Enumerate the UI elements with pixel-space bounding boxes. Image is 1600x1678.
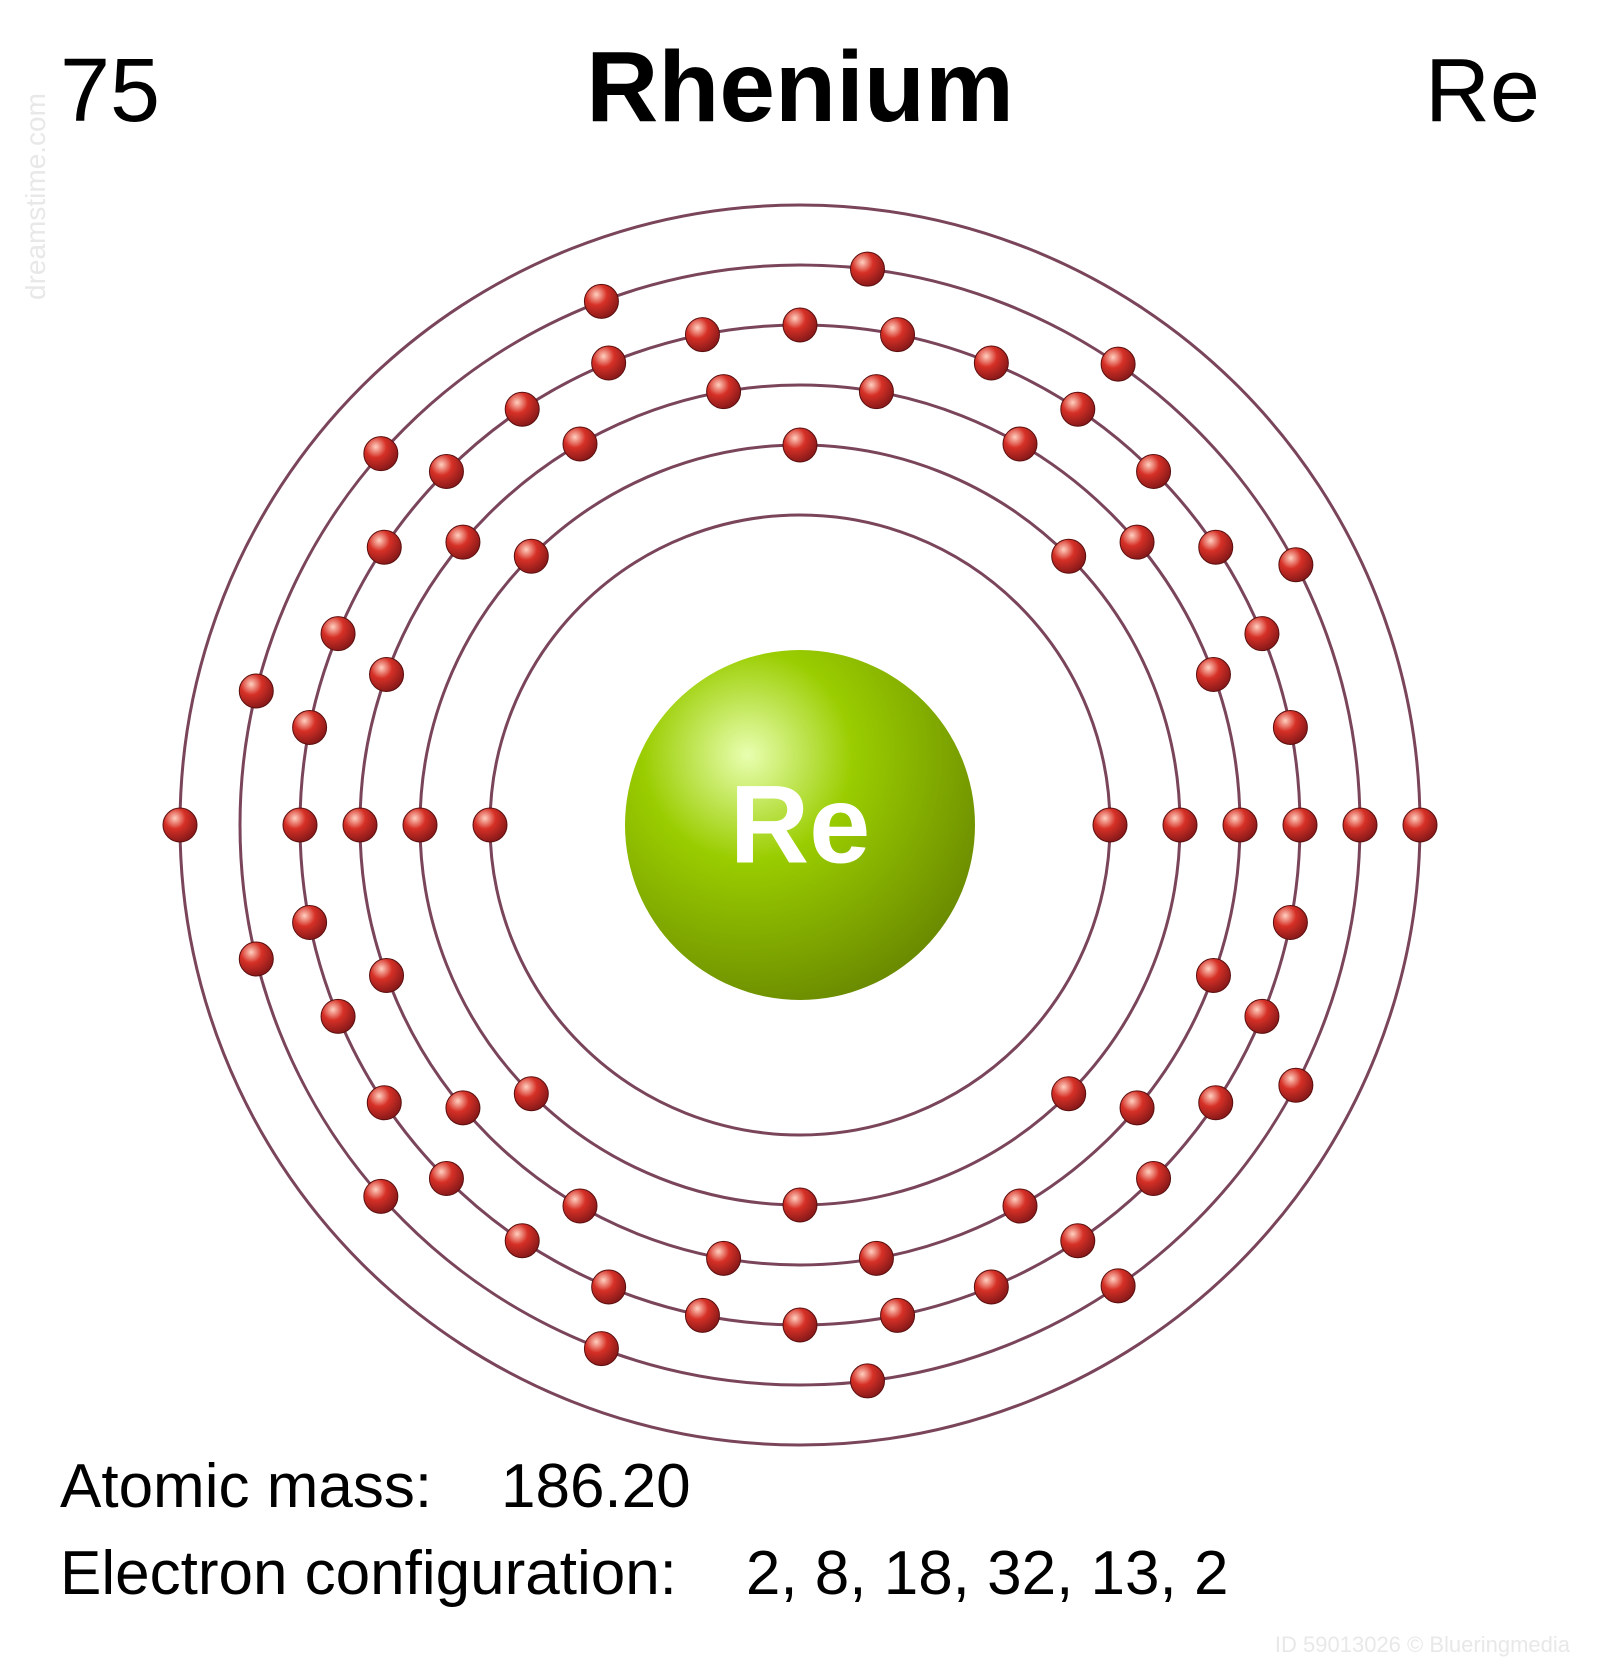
electron bbox=[1052, 539, 1086, 573]
electron bbox=[293, 710, 327, 744]
electron bbox=[1283, 808, 1317, 842]
electron bbox=[514, 1077, 548, 1111]
electron bbox=[1196, 658, 1230, 692]
electron bbox=[592, 346, 626, 380]
electron bbox=[1003, 427, 1037, 461]
electron bbox=[514, 539, 548, 573]
electron bbox=[370, 958, 404, 992]
electron bbox=[881, 318, 915, 352]
electron bbox=[859, 375, 893, 409]
electron bbox=[1273, 710, 1307, 744]
electron bbox=[783, 428, 817, 462]
electron bbox=[1279, 1068, 1313, 1102]
electron bbox=[429, 1162, 463, 1196]
electron bbox=[1101, 347, 1135, 381]
electron bbox=[163, 808, 197, 842]
electron bbox=[1101, 1269, 1135, 1303]
electron-config-row: Electron configuration: 2, 8, 18, 32, 13… bbox=[60, 1531, 1228, 1618]
nucleus: Re bbox=[625, 650, 975, 1000]
electron bbox=[367, 1086, 401, 1120]
electron bbox=[685, 1298, 719, 1332]
header: 75 Rhenium Re bbox=[0, 30, 1600, 150]
electron bbox=[283, 808, 317, 842]
electron bbox=[592, 1270, 626, 1304]
electron bbox=[707, 375, 741, 409]
electron bbox=[239, 674, 273, 708]
electron bbox=[473, 808, 507, 842]
watermark-id: ID 59013026 © Blueringmedia bbox=[1275, 1632, 1570, 1658]
electron bbox=[584, 1332, 618, 1366]
electron bbox=[1093, 808, 1127, 842]
electron bbox=[364, 1179, 398, 1213]
electron bbox=[783, 308, 817, 342]
electron bbox=[321, 999, 355, 1033]
atomic-mass-value: 186.20 bbox=[501, 1452, 691, 1521]
electron bbox=[707, 1241, 741, 1275]
electron bbox=[1061, 392, 1095, 426]
electron-config-value: 2, 8, 18, 32, 13, 2 bbox=[746, 1539, 1229, 1608]
electron bbox=[370, 658, 404, 692]
electron bbox=[1245, 617, 1279, 651]
electron bbox=[1245, 999, 1279, 1033]
electron bbox=[321, 617, 355, 651]
electron bbox=[881, 1298, 915, 1332]
electron bbox=[1137, 454, 1171, 488]
electron bbox=[584, 284, 618, 318]
atomic-mass-label: Atomic mass: bbox=[60, 1452, 432, 1521]
electron bbox=[783, 1308, 817, 1342]
electron bbox=[1199, 1086, 1233, 1120]
electron bbox=[343, 808, 377, 842]
electron bbox=[1223, 808, 1257, 842]
electron bbox=[364, 437, 398, 471]
electron bbox=[446, 1091, 480, 1125]
electron bbox=[1273, 906, 1307, 940]
electron bbox=[1343, 808, 1377, 842]
electron bbox=[859, 1241, 893, 1275]
electron bbox=[851, 1364, 885, 1398]
electron bbox=[505, 1224, 539, 1258]
electron bbox=[446, 525, 480, 559]
electron bbox=[367, 530, 401, 564]
electron bbox=[1137, 1162, 1171, 1196]
nucleus-symbol: Re bbox=[730, 764, 871, 887]
element-symbol-header: Re bbox=[1425, 40, 1540, 143]
electron bbox=[1120, 525, 1154, 559]
electron bbox=[851, 252, 885, 286]
electron bbox=[1120, 1091, 1154, 1125]
electron bbox=[293, 906, 327, 940]
electron bbox=[505, 392, 539, 426]
electron bbox=[1052, 1077, 1086, 1111]
element-name: Rhenium bbox=[0, 30, 1600, 145]
electron bbox=[429, 454, 463, 488]
electron bbox=[239, 942, 273, 976]
atomic-mass-row: Atomic mass: 186.20 bbox=[60, 1444, 1228, 1531]
footer-info: Atomic mass: 186.20 Electron configurati… bbox=[60, 1444, 1228, 1618]
electron bbox=[1199, 530, 1233, 564]
electron bbox=[1196, 958, 1230, 992]
electron bbox=[974, 1270, 1008, 1304]
electron bbox=[1403, 808, 1437, 842]
electron bbox=[974, 346, 1008, 380]
electron bbox=[403, 808, 437, 842]
atom-diagram: Re bbox=[0, 150, 1600, 1500]
electron bbox=[685, 318, 719, 352]
electron bbox=[783, 1188, 817, 1222]
electron-config-label: Electron configuration: bbox=[60, 1539, 677, 1608]
electron bbox=[1061, 1224, 1095, 1258]
electron bbox=[1003, 1189, 1037, 1223]
electron bbox=[563, 1189, 597, 1223]
electron bbox=[563, 427, 597, 461]
electron bbox=[1163, 808, 1197, 842]
electron bbox=[1279, 548, 1313, 582]
